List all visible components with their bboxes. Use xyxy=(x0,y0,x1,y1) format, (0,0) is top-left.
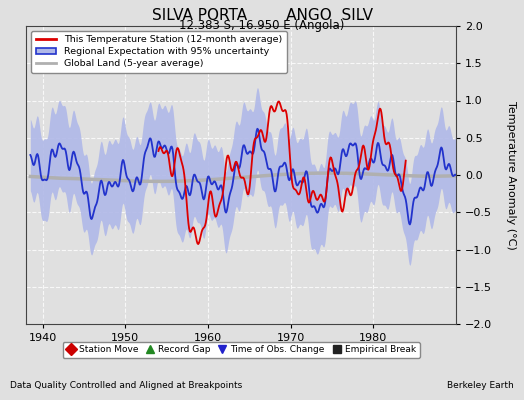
Legend: Station Move, Record Gap, Time of Obs. Change, Empirical Break: Station Move, Record Gap, Time of Obs. C… xyxy=(62,342,420,358)
Text: Data Quality Controlled and Aligned at Breakpoints: Data Quality Controlled and Aligned at B… xyxy=(10,381,243,390)
Text: SILVA PORTA        ANGO  SILV: SILVA PORTA ANGO SILV xyxy=(151,8,373,23)
Legend: This Temperature Station (12-month average), Regional Expectation with 95% uncer: This Temperature Station (12-month avera… xyxy=(31,31,287,73)
Y-axis label: Temperature Anomaly (°C): Temperature Anomaly (°C) xyxy=(506,101,516,249)
Text: 12.383 S, 16.950 E (Angola): 12.383 S, 16.950 E (Angola) xyxy=(179,19,345,32)
Text: Berkeley Earth: Berkeley Earth xyxy=(447,381,514,390)
